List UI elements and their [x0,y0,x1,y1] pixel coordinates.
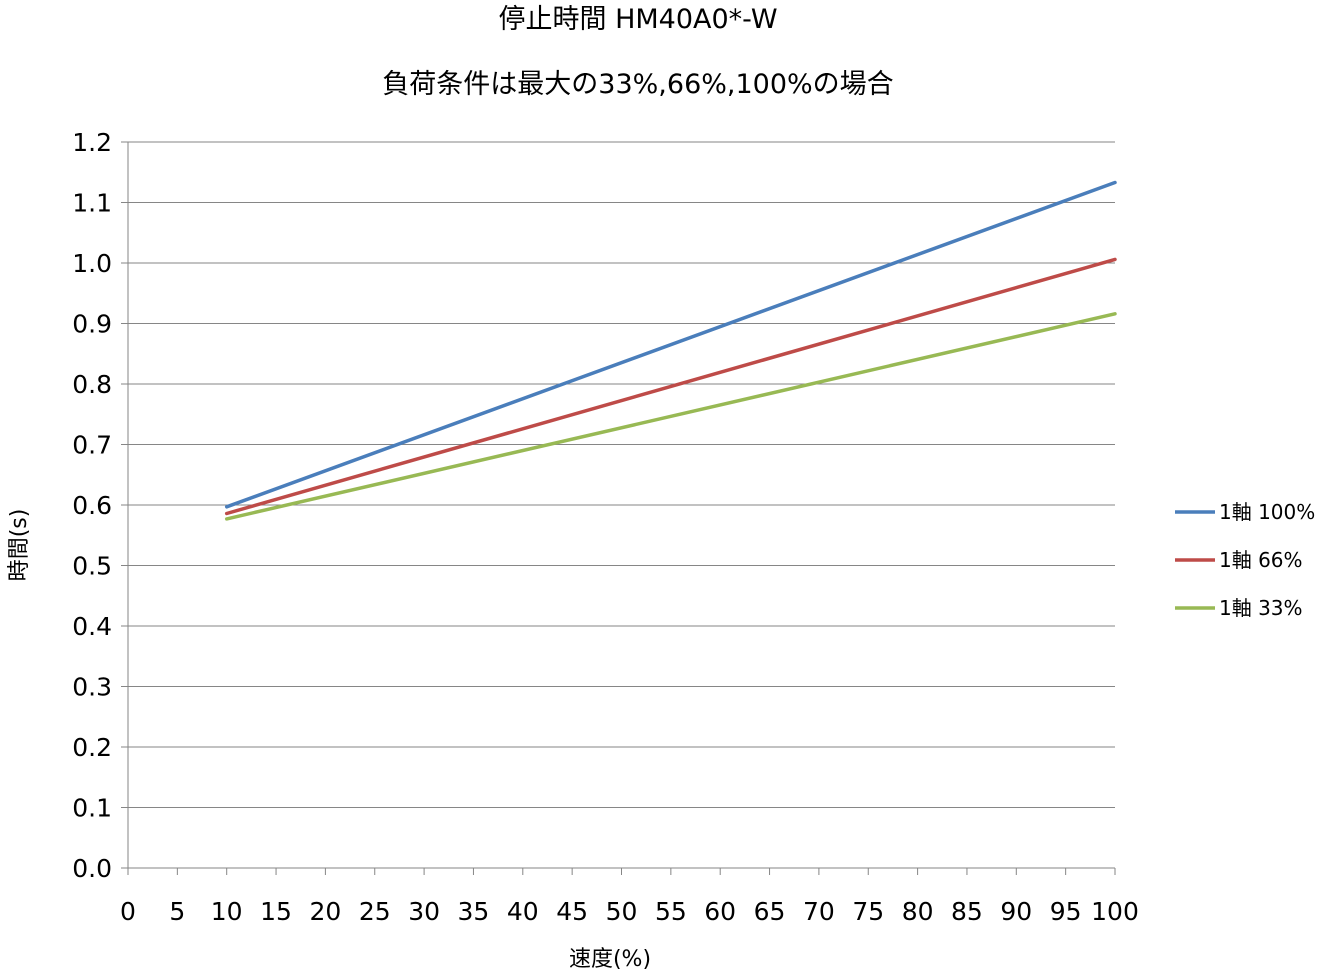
x-tick-label: 40 [507,897,539,926]
x-tick-label: 55 [655,897,687,926]
x-tick-label: 25 [359,897,391,926]
y-tick-label: 0.6 [72,491,112,520]
y-tick-label: 0.0 [72,854,112,883]
legend-item: 1軸 33% [1175,596,1303,620]
y-tick-label: 0.4 [72,612,112,641]
x-tick-label: 65 [754,897,786,926]
legend: 1軸 100% 1軸 66% 1軸 33% [1175,500,1315,620]
y-tick-label: 0.3 [72,673,112,702]
series-line-1 [224,180,1117,509]
x-tick-label: 60 [704,897,736,926]
gridlines [128,141,1115,808]
axes: 0.0 0.1 0.2 0.3 0.4 0.5 0.6 0.7 0.8 0.9 1.0 1.1 1.2 0… [72,128,1139,926]
x-tick-label: 20 [309,897,341,926]
legend-item: 1軸 100% [1175,500,1315,524]
x-tick-label: 100 [1091,897,1139,926]
series-line-3 [224,312,1117,521]
x-tick-label: 45 [556,897,588,926]
y-axis-title: 時間(s) [7,509,32,582]
y-tick-label: 0.9 [72,310,112,339]
y-tick-label: 0.5 [72,552,112,581]
x-tick-label: 30 [408,897,440,926]
x-tick-label: 15 [260,897,292,926]
series-lines [224,180,1117,521]
y-tick-label: 1.2 [72,128,112,157]
y-tick-label: 0.1 [72,794,112,823]
legend-label: 1軸 100% [1219,500,1315,524]
chart-subtitle: 負荷条件は最大の33%,66%,100%の場合 [382,69,893,100]
x-tick-label: 35 [458,897,490,926]
y-tick-label: 1.1 [72,189,112,218]
x-tick-label: 90 [1000,897,1032,926]
y-tick-label: 0.7 [72,431,112,460]
x-tick-label: 0 [120,897,136,926]
x-tick-label: 80 [902,897,934,926]
x-tick-label: 95 [1050,897,1082,926]
y-tick-label: 1.0 [72,249,112,278]
x-tick-label: 10 [211,897,243,926]
x-tick-label: 5 [169,897,185,926]
legend-item: 1軸 66% [1175,548,1303,572]
legend-label: 1軸 33% [1219,596,1303,620]
x-tick-label: 75 [852,897,884,926]
x-axis-title: 速度(%) [569,947,651,972]
chart-title: 停止時間 HM40A0*-W [498,4,777,35]
y-tick-label: 0.8 [72,370,112,399]
x-tick-label: 50 [606,897,638,926]
x-tick-label: 85 [951,897,983,926]
x-tick-label: 70 [803,897,835,926]
y-tick-label: 0.2 [72,733,112,762]
series-line-2 [224,257,1117,516]
legend-label: 1軸 66% [1219,548,1303,572]
